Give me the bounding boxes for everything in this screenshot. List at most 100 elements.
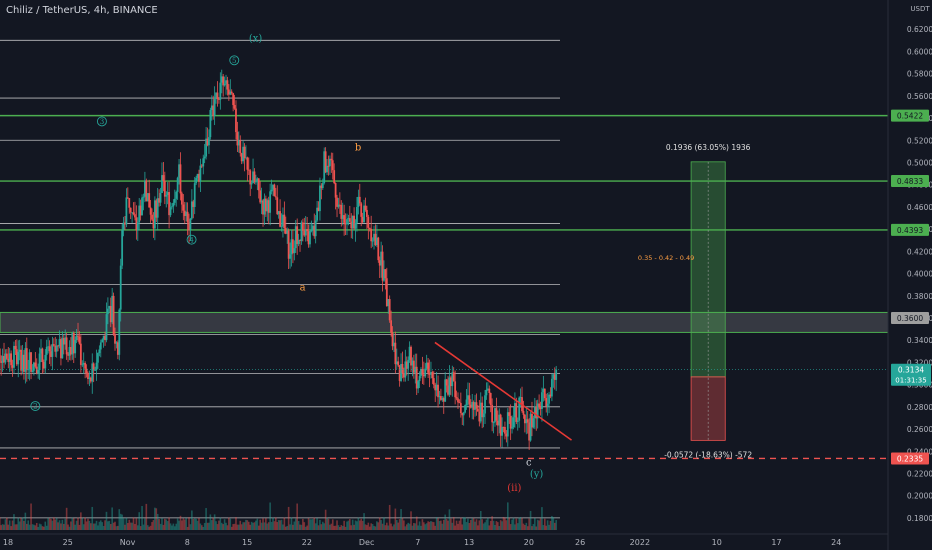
volume-bar [314, 523, 317, 530]
volume-bar [276, 522, 279, 530]
volume-bar [326, 517, 328, 530]
candle-body [84, 362, 87, 369]
volume-bar [81, 517, 84, 530]
candle-body [326, 165, 328, 173]
volume-bar [255, 520, 257, 530]
candle-body [173, 198, 176, 203]
current-price-badge-bg [891, 363, 931, 386]
volume-bar [68, 526, 71, 530]
volume-bar [159, 523, 162, 530]
candle-body [522, 411, 525, 415]
volume-bar [139, 526, 142, 530]
volume-bar [430, 521, 432, 530]
candle-body [292, 239, 294, 254]
candle-body [112, 295, 115, 335]
volume-bar [279, 520, 281, 530]
candle-body [390, 320, 392, 333]
volume-bar [535, 526, 538, 530]
volume-bar [464, 517, 466, 530]
volume-bar [481, 519, 483, 530]
volume-bar [104, 520, 106, 530]
volume-bar [249, 524, 252, 530]
candle-body [121, 230, 124, 266]
candle-body [232, 93, 235, 106]
volume-bar [387, 525, 390, 530]
candle-body [225, 80, 227, 84]
candle-body [65, 337, 68, 355]
volume-bar [23, 520, 25, 530]
volume-bar [327, 518, 330, 530]
volume-bar [397, 522, 400, 530]
volume-bar [257, 525, 260, 530]
volume-bar [491, 516, 493, 530]
candle-body [306, 229, 309, 232]
candle-body [467, 395, 469, 400]
volume-bar [235, 517, 237, 530]
candle-body [208, 137, 210, 146]
candle-body [449, 377, 452, 387]
candle-body [262, 200, 264, 215]
candle-body [304, 229, 307, 236]
candle-body [462, 412, 465, 416]
price-badge-green: 0.4833 [897, 177, 923, 186]
candle-body [555, 369, 558, 380]
candle-body [455, 397, 458, 399]
candle-body [99, 342, 102, 350]
volume-bar [393, 524, 395, 530]
volume-bar [447, 520, 449, 530]
volume-bar [509, 524, 512, 530]
candle-body [290, 239, 293, 255]
volume-bar [216, 524, 219, 530]
candle-body [58, 339, 61, 347]
candle-body [77, 335, 79, 337]
volume-bar [121, 514, 123, 530]
volume-bar [528, 518, 530, 530]
wave-circle [30, 401, 41, 412]
volume-bar [290, 517, 293, 530]
volume-bar [7, 524, 10, 530]
wave-label: 5 [232, 57, 236, 65]
volume-bar [371, 524, 374, 530]
candle-body [136, 222, 139, 231]
candle-body [42, 362, 45, 369]
candle-body [464, 405, 467, 413]
volume-bar [383, 517, 385, 530]
candle-body [0, 361, 3, 363]
volume-bar [514, 524, 516, 530]
volume-bar [293, 521, 296, 530]
volume-bar [87, 518, 89, 530]
volume-bar [250, 521, 253, 530]
volume-bar [478, 520, 481, 530]
volume-bar [101, 522, 104, 530]
volume-bar [418, 521, 421, 530]
volume-bar [300, 524, 303, 530]
candle-body [360, 203, 363, 217]
candle-body [222, 76, 225, 86]
candle-body [479, 402, 482, 422]
candle-body [119, 265, 122, 310]
volume-bar [272, 517, 274, 530]
candle-body [195, 177, 198, 184]
candle-body [269, 191, 272, 213]
x-tick-label: 15 [242, 538, 252, 547]
volume-bar [85, 521, 88, 530]
volume-bar [245, 519, 247, 530]
candle-body [368, 227, 371, 229]
volume-bar [189, 524, 192, 530]
candle-body [388, 299, 391, 321]
volume-bar [287, 506, 290, 530]
volume-bar [347, 520, 350, 530]
y-tick-label: 0.4000 [907, 270, 932, 279]
volume-bar [432, 522, 435, 530]
candle-body [215, 92, 217, 100]
volume-bar [378, 517, 381, 530]
volume-bar [508, 517, 511, 530]
candle-body [289, 254, 291, 259]
candle-body [482, 413, 485, 418]
candle-body [257, 178, 260, 191]
volume-bar [71, 517, 74, 530]
volume-bar [222, 524, 224, 530]
price-badge-green-bg [891, 223, 929, 236]
volume-bar [313, 517, 316, 530]
